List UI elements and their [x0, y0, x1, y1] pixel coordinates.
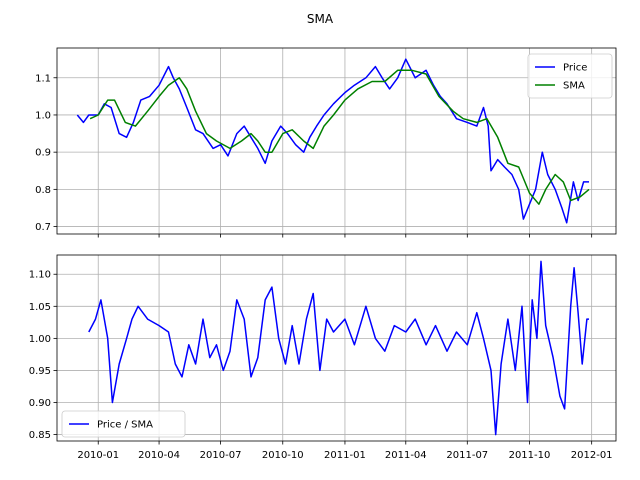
- ratio-panel-legend-box: [61, 410, 186, 438]
- price-panel-y-tick-label-1: 0.8: [35, 185, 51, 196]
- price-panel-series: [76, 58, 590, 224]
- x-tick-label-1: 2010-04: [138, 450, 180, 461]
- price-panel-series-price: [76, 58, 589, 224]
- figure-title: SMA: [307, 12, 334, 26]
- price-panel-legend: Price SMA: [527, 53, 613, 99]
- ratio-panel-series: [88, 260, 589, 436]
- ratio-panel-ticks: 2010-01 2010-04 2010-07 2010-10 2011-01 2011-…: [29, 270, 613, 461]
- ratio-panel-legend: Price / SMA: [61, 410, 186, 438]
- price-panel-legend-label-0: Price: [563, 63, 587, 74]
- x-tick-label-6: 2011-07: [446, 450, 488, 461]
- price-panel-series-sma: [89, 69, 590, 205]
- price-panel-legend-box: [527, 53, 613, 99]
- ratio-panel-frame: [56, 254, 617, 442]
- x-tick-label-5: 2011-04: [385, 450, 427, 461]
- price-panel-y-tick-label-4: 1.1: [35, 73, 51, 84]
- x-tick-label-7: 2011-10: [509, 450, 551, 461]
- ratio-panel-y-tick-label-5: 1.10: [29, 270, 51, 281]
- price-panel-y-tick-label-3: 1.0: [35, 110, 51, 121]
- ratio-panel-y-tick-label-2: 0.95: [29, 366, 51, 377]
- price-panel-y-tick-label-0: 0.7: [35, 222, 51, 233]
- ratio-panel-y-tick-label-4: 1.05: [29, 302, 51, 313]
- ratio-panel-y-tick-label-1: 0.90: [29, 398, 51, 409]
- price-panel-frame: [56, 47, 617, 235]
- x-tick-label-8: 2012-01: [571, 450, 613, 461]
- x-tick-label-2: 2010-07: [200, 450, 242, 461]
- ratio-panel-legend-label-0: Price / SMA: [97, 420, 153, 431]
- x-tick-label-0: 2010-01: [77, 450, 119, 461]
- ratio-panel-grid: [57, 255, 616, 441]
- price-panel-legend-label-1: SMA: [563, 81, 585, 92]
- x-tick-label-4: 2011-01: [324, 450, 366, 461]
- price-panel-ticks: 0.7 0.8 0.9 1.0 1.1: [35, 73, 593, 238]
- ratio-panel-y-tick-label-3: 1.00: [29, 334, 51, 345]
- price-panel-y-tick-label-2: 0.9: [35, 148, 51, 159]
- ratio-panel-y-tick-label-0: 0.85: [29, 430, 51, 441]
- ratio-panel: 2010-01 2010-04 2010-07 2010-10 2011-01 2011-…: [29, 254, 617, 461]
- ratio-panel-series-price-sma: [88, 260, 589, 436]
- x-tick-label-3: 2010-10: [262, 450, 304, 461]
- price-panel: 0.7 0.8 0.9 1.0 1.1 Price SMA: [35, 47, 617, 238]
